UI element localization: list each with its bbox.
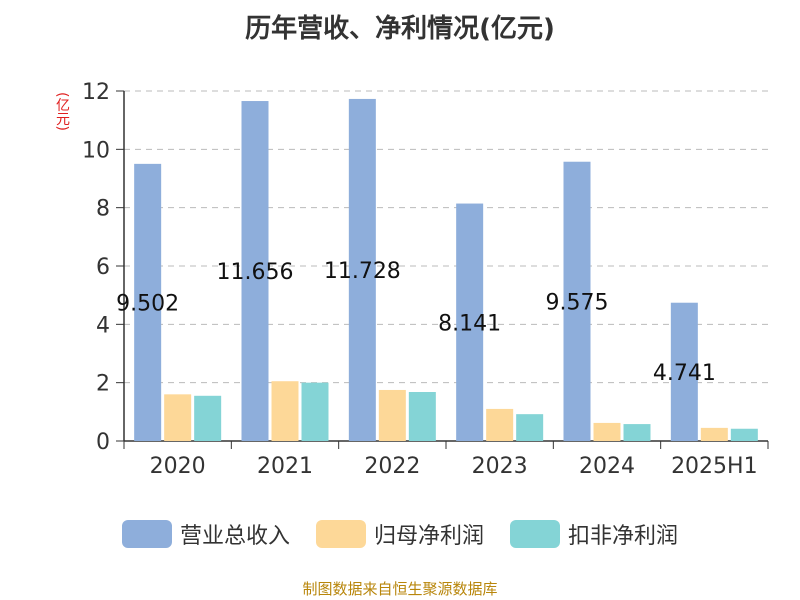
- y-tick-label: 12: [82, 80, 110, 105]
- bar-net-profit: [700, 427, 728, 441]
- bar-revenue: [348, 98, 376, 441]
- data-label-revenue: 9.502: [116, 291, 179, 316]
- bar-deducted-net-profit: [623, 424, 651, 441]
- bar-net-profit: [164, 394, 192, 441]
- bar-revenue: [134, 163, 162, 441]
- data-label-revenue: 8.141: [438, 311, 501, 336]
- legend-label-net-profit: 归母净利润: [373, 524, 484, 549]
- x-tick-label: 2020: [150, 454, 206, 479]
- data-label-revenue: 11.656: [217, 260, 294, 285]
- y-axis-unit-label: (亿元): [54, 92, 70, 131]
- x-tick-label: 2024: [579, 454, 635, 479]
- chart-title: 历年营收、净利情况(亿元): [245, 14, 555, 44]
- legend: 营业总收入 归母净利润 扣非净利润: [0, 518, 800, 550]
- y-tick-label: 4: [96, 313, 110, 338]
- x-tick-label: 2022: [364, 454, 420, 479]
- bar-revenue: [241, 101, 269, 442]
- bar-deducted-net-profit: [516, 414, 544, 441]
- legend-swatch-deducted-net-profit: [510, 520, 560, 548]
- y-tick-label: 6: [96, 255, 110, 280]
- bar-deducted-net-profit: [730, 428, 758, 441]
- bar-net-profit: [271, 381, 299, 441]
- y-tick-label: 10: [82, 138, 110, 163]
- bar-deducted-net-profit: [408, 392, 436, 441]
- data-label-revenue: 4.741: [653, 361, 716, 386]
- legend-item-deducted-net-profit[interactable]: 扣非净利润: [510, 518, 678, 550]
- legend-swatch-revenue: [121, 520, 172, 548]
- legend-label-deducted-net-profit: 扣非净利润: [568, 524, 679, 549]
- x-tick-label: 2025H1: [671, 454, 758, 479]
- legend-item-net-profit[interactable]: 归母净利润: [315, 518, 484, 550]
- data-label-revenue: 9.575: [546, 290, 609, 315]
- legend-item-revenue[interactable]: 营业总收入: [121, 518, 290, 550]
- y-tick-label: 0: [96, 430, 110, 455]
- bar-revenue: [670, 302, 698, 441]
- bar-revenue: [456, 203, 484, 441]
- bar-net-profit: [486, 408, 514, 441]
- legend-label-revenue: 营业总收入: [179, 524, 290, 549]
- bar-revenue: [563, 161, 591, 441]
- y-tick-label: 8: [96, 197, 110, 222]
- data-label-revenue: 11.728: [324, 259, 401, 284]
- y-tick-label: 2: [96, 372, 110, 397]
- x-tick-label: 2021: [257, 454, 313, 479]
- legend-swatch-net-profit: [315, 520, 366, 548]
- bar-deducted-net-profit: [301, 382, 329, 441]
- x-tick-label: 2023: [472, 454, 528, 479]
- bar-deducted-net-profit: [194, 395, 222, 441]
- bar-net-profit: [593, 422, 621, 441]
- bar-net-profit: [378, 389, 406, 441]
- data-source-note: 制图数据来自恒生聚源数据库: [302, 580, 498, 598]
